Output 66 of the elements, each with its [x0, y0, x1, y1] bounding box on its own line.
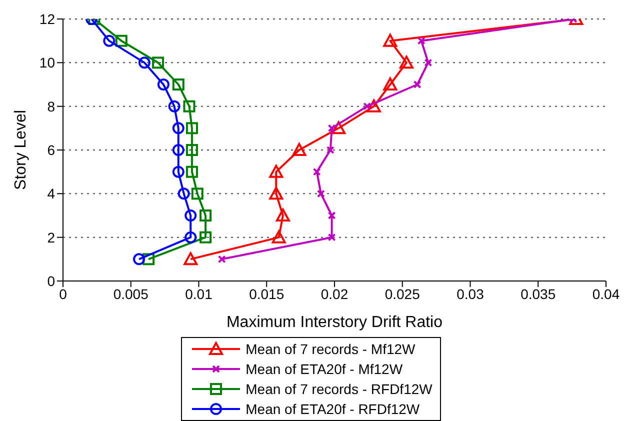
point [332, 121, 346, 134]
point [316, 190, 325, 198]
point [115, 34, 128, 47]
point [186, 166, 198, 178]
y-tick-label: 8 [47, 98, 56, 114]
point [328, 233, 336, 242]
point [417, 36, 426, 45]
point [142, 253, 155, 266]
point [184, 252, 198, 266]
point [157, 78, 170, 90]
point [328, 212, 336, 220]
point [186, 144, 198, 156]
point [218, 255, 226, 264]
y-axis-title: Story Level [12, 110, 30, 190]
y-tick-label: 2 [47, 229, 56, 246]
x-axis-title: Maximum Interstory Drift Ratio [226, 314, 443, 331]
point [326, 146, 334, 154]
x-tick-label: 0.03 [456, 286, 484, 302]
point [383, 34, 398, 47]
point [200, 210, 212, 222]
point [168, 100, 180, 112]
point [366, 99, 381, 112]
point [184, 231, 197, 244]
x-tick-label: 0 [59, 286, 68, 302]
point [276, 208, 290, 222]
point [383, 78, 398, 90]
point [363, 102, 372, 110]
point [138, 56, 150, 69]
x-tick-label: 0.035 [520, 286, 556, 302]
point [172, 144, 184, 156]
point [413, 80, 422, 88]
point [200, 231, 212, 244]
point [269, 186, 284, 200]
x-tick-label: 0.04 [592, 286, 620, 302]
y-tick-label: 4 [47, 186, 56, 202]
y-tick-label: 10 [39, 54, 56, 71]
point [269, 164, 284, 178]
legend-label: Mean of 7 records - Mf12W [246, 341, 416, 357]
y-tick-label: 12 [39, 10, 56, 27]
point [133, 253, 146, 266]
x-tick-label: 0.025 [384, 286, 420, 302]
point [172, 122, 184, 134]
x-tick-label: 0.01 [185, 286, 213, 302]
point [312, 168, 321, 176]
point [328, 124, 336, 132]
point [186, 122, 198, 134]
point [399, 56, 414, 69]
point [424, 58, 432, 67]
point [184, 210, 197, 222]
point [183, 100, 196, 112]
point [178, 188, 190, 200]
y-tick-label: 6 [47, 142, 56, 158]
point [152, 56, 164, 69]
x-tick-label: 0.005 [113, 286, 149, 302]
point [172, 166, 184, 178]
point [191, 188, 204, 200]
legend-label: Mean of ETA20f - Mf12W [246, 361, 403, 377]
point [103, 34, 116, 47]
point [272, 230, 286, 244]
x-tick-label: 0.02 [320, 286, 348, 302]
legend-label: Mean of ETA20f - RFDf12W [246, 401, 420, 417]
point [292, 143, 306, 156]
x-tick-label: 0.015 [249, 286, 284, 302]
point [172, 78, 184, 90]
legend-label: Mean of 7 records - RFDf12W [246, 381, 432, 397]
y-tick-label: 0 [47, 272, 56, 289]
